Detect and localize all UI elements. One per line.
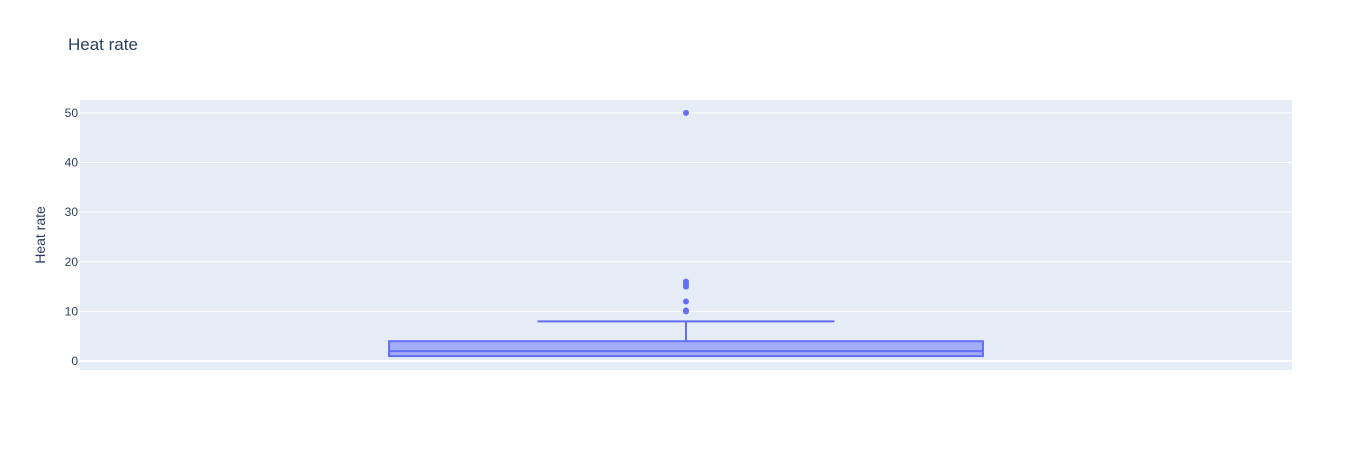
outlier-point[interactable] [683, 278, 689, 285]
box-iqr[interactable] [388, 340, 984, 358]
y-tick-label: 50 [65, 106, 79, 120]
y-tick-label: 20 [65, 255, 79, 269]
y-axis-ticks: 0 10 20 30 40 50 [65, 106, 79, 368]
outlier-point[interactable] [683, 298, 689, 305]
outlier-point[interactable] [683, 307, 689, 314]
y-tick-label: 0 [71, 354, 78, 368]
y-axis-title: Heat rate [32, 206, 48, 264]
y-tick-label: 10 [65, 304, 79, 318]
gridlines [80, 112, 1292, 363]
y-tick-label: 40 [65, 156, 79, 170]
chart-title: Heat rate [68, 35, 138, 54]
outlier-point[interactable] [683, 109, 689, 116]
box-plot[interactable] [388, 109, 984, 358]
y-tick-label: 30 [65, 205, 79, 219]
